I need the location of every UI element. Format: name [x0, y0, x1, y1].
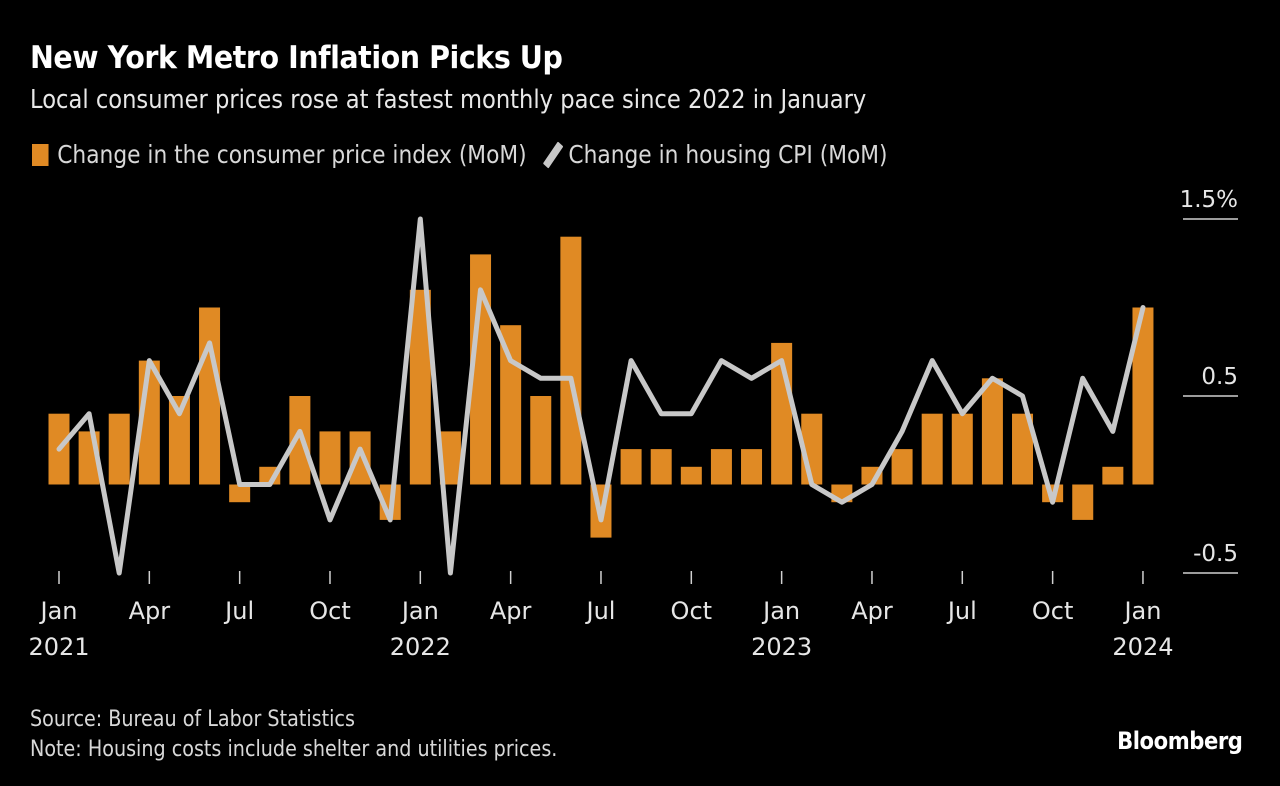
x-tick-label: Jan — [761, 597, 800, 625]
x-tick-label: Apr — [129, 597, 171, 625]
x-tick-label: Jul — [584, 597, 615, 625]
x-tick-label: Apr — [851, 597, 893, 625]
y-axis: 1.5% 0.5 -0.5 — [1180, 187, 1238, 574]
source-note: Source: Bureau of Labor Statistics — [30, 707, 355, 732]
chart-subtitle: Local consumer prices rose at fastest mo… — [30, 85, 867, 115]
bar-2022-09 — [650, 449, 672, 485]
legend-label-housing: Change in housing CPI (MoM) — [568, 140, 888, 169]
y-tick-label: -0.5 — [1193, 541, 1238, 567]
bar-2022-03 — [470, 254, 492, 485]
x-tick-label: Jul — [946, 597, 977, 625]
chart-title: New York Metro Inflation Picks Up — [30, 40, 563, 76]
y-tick-label: 1.5% — [1180, 187, 1238, 213]
housing-cpi-line — [56, 216, 1146, 576]
line-series-housing — [56, 216, 1146, 576]
bar-2024-01 — [1132, 307, 1154, 485]
bloomberg-logo: Bloomberg — [1116, 727, 1243, 755]
bar-2022-12 — [741, 449, 763, 485]
x-tick-label: Jan — [1122, 597, 1161, 625]
bar-2023-08 — [981, 378, 1003, 485]
bar-2021-11 — [349, 431, 371, 485]
bar-swatch-icon — [32, 143, 49, 166]
x-tick-label: Apr — [490, 597, 532, 625]
bar-2022-02 — [439, 431, 461, 485]
bar-2022-06 — [560, 236, 582, 485]
bar-2021-06 — [199, 307, 221, 485]
footer: Source: Bureau of Labor Statistics Note:… — [30, 705, 557, 765]
bar-2022-10 — [680, 466, 702, 485]
bar-2021-07 — [229, 484, 251, 503]
y-tick-label: 0.5 — [1201, 364, 1238, 390]
bar-2022-01 — [409, 289, 431, 485]
x-tick-year-label: 2023 — [751, 633, 812, 661]
x-tick-label: Jan — [39, 597, 78, 625]
bar-2023-09 — [1012, 413, 1034, 485]
bar-2022-08 — [620, 449, 642, 485]
legend: Change in the consumer price index (MoM)… — [32, 140, 888, 169]
x-tick-year-label: 2024 — [1112, 633, 1173, 661]
bar-2023-06 — [921, 413, 943, 485]
bar-2023-11 — [1072, 484, 1094, 520]
bar-2021-10 — [319, 431, 341, 485]
bar-2021-09 — [289, 396, 311, 485]
bar-2023-05 — [891, 449, 913, 485]
bar-2022-11 — [710, 449, 732, 485]
x-tick-label: Oct — [671, 597, 713, 625]
bar-2021-03 — [108, 413, 130, 485]
x-tick-label: Oct — [1032, 597, 1074, 625]
x-tick-label: Jul — [223, 597, 254, 625]
bar-2023-12 — [1102, 466, 1124, 485]
x-tick-label: Oct — [309, 597, 351, 625]
bar-2023-07 — [951, 413, 973, 485]
x-tick-year-label: 2022 — [390, 633, 451, 661]
x-axis: Jan 2021 Apr Jul Oct Jan 2022 Apr Jul Oct Jan 2023 A… — [28, 571, 1173, 661]
x-tick-label: Jan — [400, 597, 439, 625]
legend-label-cpi: Change in the consumer price index (MoM) — [57, 140, 527, 169]
bar-2021-05 — [168, 396, 190, 485]
footnote: Note: Housing costs include shelter and … — [30, 737, 558, 762]
x-tick-year-label: 2021 — [28, 633, 89, 661]
bar-2022-05 — [530, 396, 552, 485]
